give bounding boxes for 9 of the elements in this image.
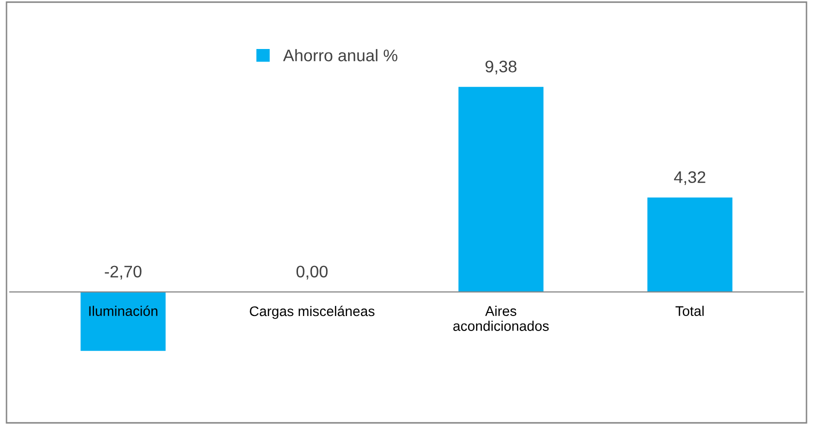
data-label: -2,70 bbox=[104, 266, 142, 280]
x-tick-label: Aires acondicionados bbox=[453, 306, 549, 331]
x-tick-label: Cargas misceláneas bbox=[250, 306, 374, 319]
x-tick-label: Total bbox=[676, 306, 704, 316]
data-label: 9,38 bbox=[486, 60, 516, 74]
data-label: 4,32 bbox=[674, 171, 706, 186]
x-tick-label: Iluminación bbox=[89, 306, 158, 316]
legend-label: Ahorro anual % bbox=[283, 49, 398, 62]
data-label: 0,00 bbox=[296, 266, 328, 280]
